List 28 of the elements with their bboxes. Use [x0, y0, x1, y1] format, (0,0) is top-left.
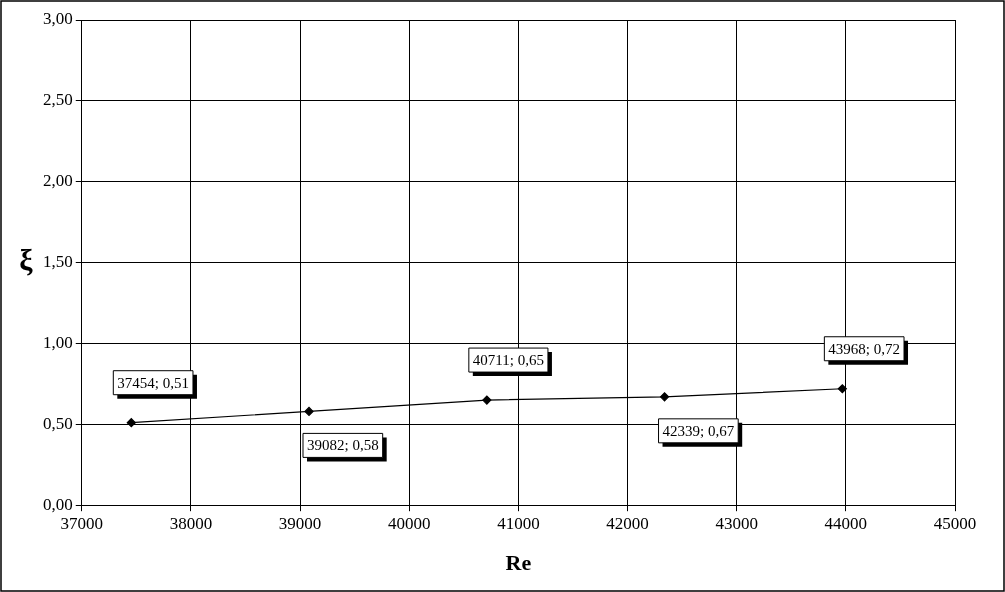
data-label: 43968; 0,72: [828, 340, 901, 357]
x-tick-label: 39000: [278, 513, 322, 533]
x-tick-label: 41000: [497, 513, 540, 533]
y-tick-label: 1,00: [43, 332, 73, 352]
x-tick-label: 37000: [60, 513, 103, 533]
data-label: 42339; 0,67: [662, 422, 735, 439]
x-axis-title: Re: [505, 550, 532, 576]
point: [126, 418, 136, 428]
y-tick-label: 0,00: [43, 494, 73, 514]
data-label: 37454; 0,51: [117, 374, 189, 391]
y-tick-label: 2,00: [43, 171, 73, 191]
y-tick-label: 3,00: [43, 9, 73, 29]
point: [482, 395, 492, 405]
y-tick-label: 1,50: [43, 252, 73, 272]
x-tick-label: 45000: [933, 513, 977, 533]
data-label: 40711; 0,65: [472, 352, 544, 369]
y-tick-label: 0,50: [43, 413, 73, 433]
x-tick-label: 38000: [169, 513, 213, 533]
point: [837, 384, 847, 394]
y-axis-title: ξ: [19, 243, 34, 277]
x-tick-label: 42000: [606, 513, 649, 533]
x-tick-label: 43000: [715, 513, 758, 533]
point: [659, 392, 670, 402]
y-tick-label: 2,50: [43, 90, 73, 110]
x-tick-label: 44000: [824, 513, 868, 533]
point: [304, 406, 314, 416]
data-label: 39082; 0,58: [307, 437, 379, 454]
x-tick-label: 40000: [387, 513, 431, 533]
